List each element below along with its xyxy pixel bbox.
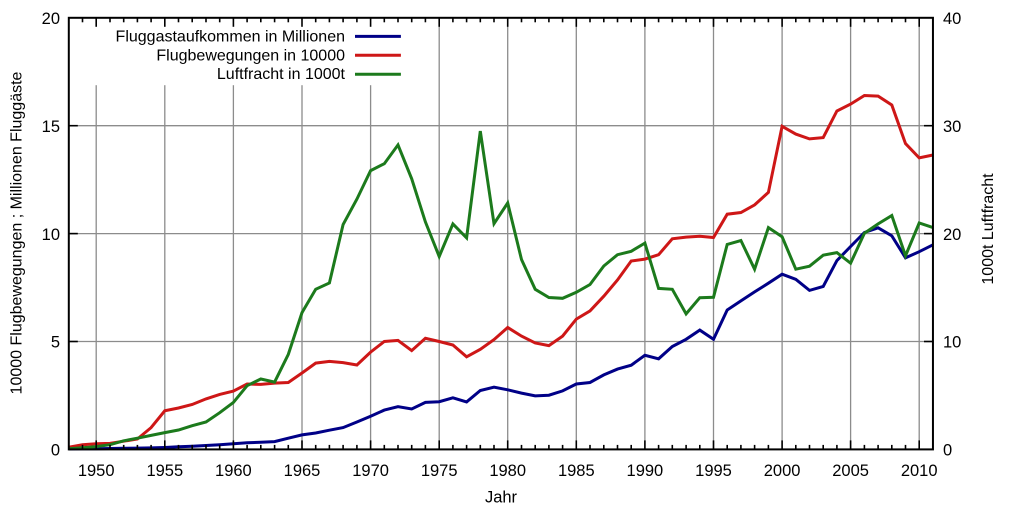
svg-text:1965: 1965 bbox=[284, 462, 321, 480]
svg-text:1995: 1995 bbox=[695, 462, 732, 480]
svg-text:Luftfracht in 1000t: Luftfracht in 1000t bbox=[217, 66, 346, 83]
svg-text:0: 0 bbox=[943, 442, 952, 460]
svg-text:1975: 1975 bbox=[421, 462, 458, 480]
svg-text:10: 10 bbox=[42, 226, 60, 244]
svg-text:30: 30 bbox=[943, 118, 961, 136]
svg-text:Fluggastaufkommen in Millionen: Fluggastaufkommen in Millionen bbox=[116, 29, 345, 46]
svg-text:2010: 2010 bbox=[901, 462, 938, 480]
svg-text:1955: 1955 bbox=[146, 462, 183, 480]
svg-text:10000 Flugbewegungen ; Million: 10000 Flugbewegungen ; Millionen Fluggäs… bbox=[9, 71, 26, 394]
svg-text:20: 20 bbox=[943, 226, 961, 244]
svg-text:0: 0 bbox=[51, 442, 60, 460]
svg-text:1960: 1960 bbox=[215, 462, 252, 480]
svg-text:10: 10 bbox=[943, 334, 961, 352]
svg-text:1950: 1950 bbox=[78, 462, 115, 480]
svg-text:1990: 1990 bbox=[627, 462, 664, 480]
svg-text:40: 40 bbox=[943, 10, 961, 28]
svg-text:1980: 1980 bbox=[489, 462, 526, 480]
svg-text:Jahr: Jahr bbox=[485, 489, 518, 507]
svg-text:20: 20 bbox=[42, 10, 60, 28]
svg-text:Flugbewegungen in 10000: Flugbewegungen in 10000 bbox=[156, 47, 345, 64]
svg-text:15: 15 bbox=[42, 118, 60, 136]
svg-text:1970: 1970 bbox=[352, 462, 389, 480]
svg-text:1985: 1985 bbox=[558, 462, 595, 480]
svg-text:1000t Luftfracht: 1000t Luftfracht bbox=[980, 173, 997, 285]
svg-text:2000: 2000 bbox=[764, 462, 801, 480]
svg-text:2005: 2005 bbox=[832, 462, 869, 480]
svg-text:5: 5 bbox=[51, 334, 60, 352]
